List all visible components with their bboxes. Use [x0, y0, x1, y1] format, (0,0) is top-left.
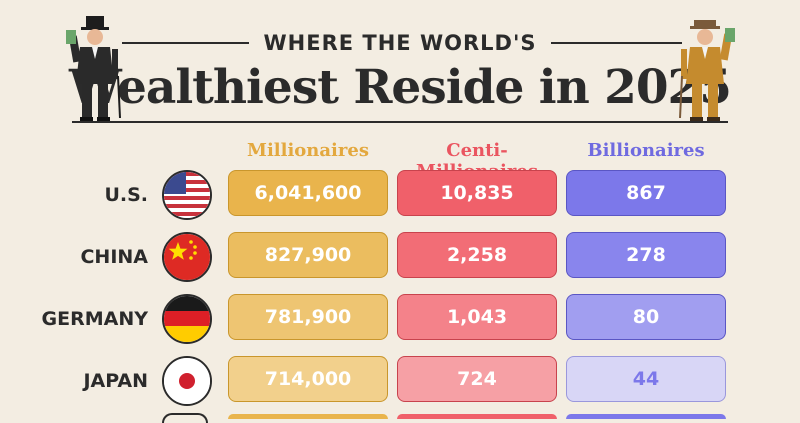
country-label: GERMANY	[41, 308, 148, 330]
germany-flag-icon	[162, 294, 212, 344]
table-cell-centi-millionaires: 1,043	[397, 294, 557, 340]
column-header-billionaires: Billionaires	[587, 140, 705, 161]
table-cell-millionaires: 827,900	[228, 232, 388, 278]
us-flag-icon	[162, 170, 212, 220]
partial-cell-millionaires	[228, 414, 388, 419]
table-cell-billionaires: 80	[566, 294, 726, 340]
page-title: Wealthiest Reside in 2025	[69, 60, 732, 115]
table-cell-centi-millionaires: 2,258	[397, 232, 557, 278]
subtitle: WHERE THE WORLD'S	[0, 30, 800, 56]
country-label: CHINA	[80, 246, 148, 268]
table-cell-millionaires: 6,041,600	[228, 170, 388, 216]
table-cell-billionaires: 44	[566, 356, 726, 402]
subtitle-text: WHERE THE WORLD'S	[249, 31, 551, 55]
partial-flag	[162, 413, 208, 423]
wealthy-man-left-icon	[66, 16, 121, 121]
country-label: U.S.	[104, 184, 148, 206]
table-cell-millionaires: 714,000	[228, 356, 388, 402]
partial-cell-centi-millionaires	[397, 414, 557, 419]
table-cell-billionaires: 867	[566, 170, 726, 216]
table-cell-centi-millionaires: 724	[397, 356, 557, 402]
wealthy-man-right-icon	[679, 20, 735, 121]
japan-flag-icon	[162, 356, 212, 406]
header-rule-bottom	[72, 121, 728, 123]
column-header-millionaires: Millionaires	[247, 140, 369, 161]
china-flag-icon	[162, 232, 212, 282]
country-label: JAPAN	[83, 370, 148, 392]
table-cell-millionaires: 781,900	[228, 294, 388, 340]
table-cell-centi-millionaires: 10,835	[397, 170, 557, 216]
partial-cell-billionaires	[566, 414, 726, 419]
table-cell-billionaires: 278	[566, 232, 726, 278]
